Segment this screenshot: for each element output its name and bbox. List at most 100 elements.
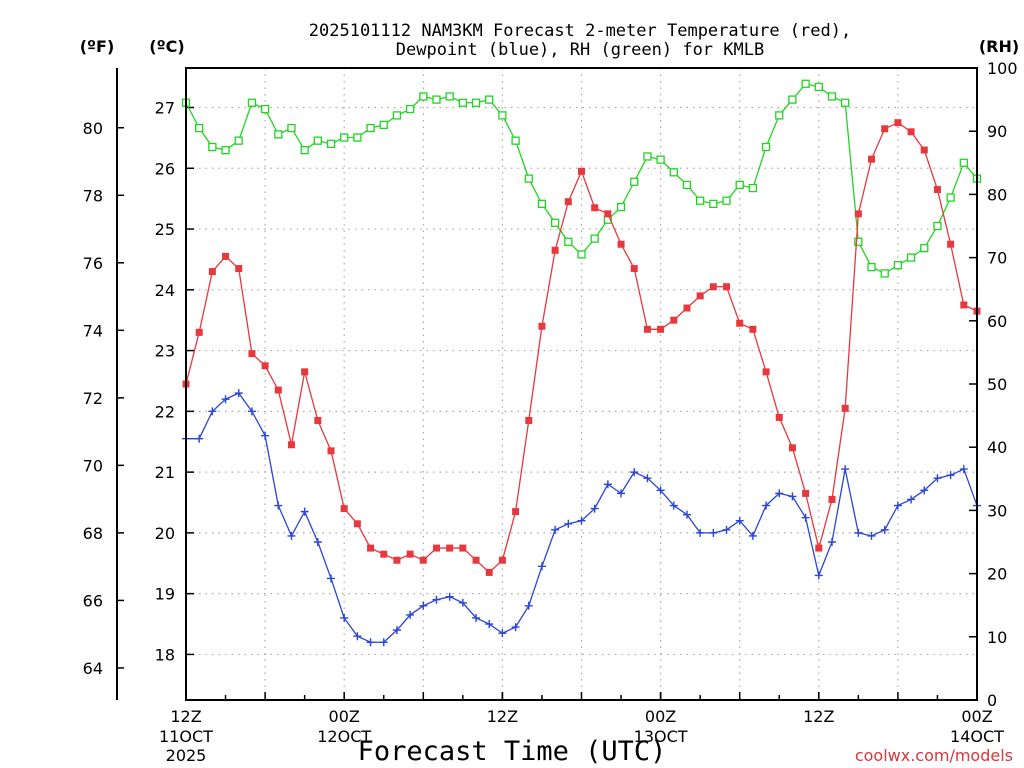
data-point xyxy=(630,468,639,477)
data-point xyxy=(709,283,717,291)
data-point xyxy=(617,240,625,248)
data-point xyxy=(669,501,678,510)
data-point xyxy=(959,465,968,474)
data-point xyxy=(405,104,415,114)
data-point xyxy=(696,196,705,205)
fahrenheit-tick-label: 78 xyxy=(83,186,103,205)
data-point xyxy=(247,407,256,416)
data-point xyxy=(867,531,876,540)
data-point xyxy=(300,146,309,155)
data-point xyxy=(524,174,533,183)
data-point xyxy=(300,507,309,516)
data-point xyxy=(392,626,401,635)
data-point xyxy=(907,128,915,136)
data-point xyxy=(512,508,520,516)
data-point xyxy=(814,571,823,580)
data-point xyxy=(656,155,665,164)
data-point xyxy=(735,180,744,190)
data-point xyxy=(221,395,230,404)
data-point xyxy=(537,562,546,571)
data-point xyxy=(235,265,243,273)
data-point xyxy=(485,95,494,104)
data-point xyxy=(551,525,560,534)
data-point xyxy=(498,629,507,638)
data-point xyxy=(234,389,243,398)
data-point xyxy=(234,136,243,145)
data-point xyxy=(801,513,810,522)
data-point xyxy=(788,444,796,452)
data-point xyxy=(736,319,744,327)
data-point xyxy=(445,592,454,601)
data-point xyxy=(775,489,784,498)
data-point xyxy=(880,525,889,534)
plot-frame xyxy=(185,67,978,701)
data-point xyxy=(327,447,335,455)
time-tick-label: 00Z xyxy=(329,707,360,726)
data-point xyxy=(406,610,415,619)
data-point xyxy=(498,556,506,564)
data-point xyxy=(301,368,309,376)
fahrenheit-tick-label: 68 xyxy=(83,524,103,543)
data-point xyxy=(670,316,678,324)
data-point xyxy=(946,193,955,202)
data-point xyxy=(511,136,520,145)
data-point xyxy=(419,556,427,564)
data-point xyxy=(630,177,639,186)
fahrenheit-tick-label: 66 xyxy=(83,591,103,610)
data-point xyxy=(947,240,955,248)
celsius-axis: 18 19 20 21 22 23 24 25 26 27 xyxy=(155,99,194,664)
data-point xyxy=(683,304,691,312)
data-point xyxy=(247,98,257,107)
fahrenheit-unit-label: (ºF) xyxy=(80,37,115,56)
data-point xyxy=(313,538,322,546)
data-point xyxy=(221,146,230,155)
data-point xyxy=(432,95,441,104)
rh-tick-label: 0 xyxy=(987,691,997,710)
data-point xyxy=(920,243,929,253)
rh-tick-label: 10 xyxy=(987,628,1007,647)
celsius-tick-label: 19 xyxy=(155,585,175,604)
data-point xyxy=(314,416,322,424)
data-point xyxy=(537,199,547,209)
data-point xyxy=(616,202,626,212)
data-point xyxy=(498,111,507,120)
data-point xyxy=(960,301,968,309)
data-point xyxy=(353,632,362,641)
data-point xyxy=(274,501,283,510)
celsius-tick-label: 27 xyxy=(155,99,175,118)
data-point xyxy=(340,133,349,142)
data-point xyxy=(564,237,573,246)
data-point xyxy=(749,325,757,333)
data-point xyxy=(867,262,876,272)
data-point xyxy=(841,465,850,474)
data-point xyxy=(591,204,599,212)
data-point xyxy=(208,407,217,416)
time-tick-label: 00Z xyxy=(645,707,676,726)
data-point xyxy=(775,413,783,421)
data-point xyxy=(525,416,533,424)
time-tick-label: 00Z xyxy=(961,707,992,726)
time-tick-label: 12Z xyxy=(803,707,834,726)
date-tick-label: 11OCT xyxy=(159,727,213,746)
data-point xyxy=(827,538,836,546)
data-point xyxy=(801,79,810,88)
data-point xyxy=(485,620,494,629)
data-point xyxy=(551,246,559,254)
data-point xyxy=(748,531,757,540)
fahrenheit-axis: 64 66 68 70 72 74 76 78 80 xyxy=(83,68,124,700)
data-point xyxy=(814,82,823,92)
data-point xyxy=(868,155,876,163)
data-point xyxy=(458,598,467,607)
fahrenheit-tick-label: 76 xyxy=(83,254,103,273)
data-point xyxy=(261,362,269,370)
data-point xyxy=(472,613,481,622)
year-tick-label: 2025 xyxy=(166,746,207,765)
time-tick-label: 12Z xyxy=(170,707,201,726)
data-point xyxy=(775,111,784,120)
data-point xyxy=(696,528,705,537)
data-point xyxy=(366,123,375,133)
data-point xyxy=(906,253,916,262)
series-layer xyxy=(181,79,982,647)
data-point xyxy=(564,519,573,528)
